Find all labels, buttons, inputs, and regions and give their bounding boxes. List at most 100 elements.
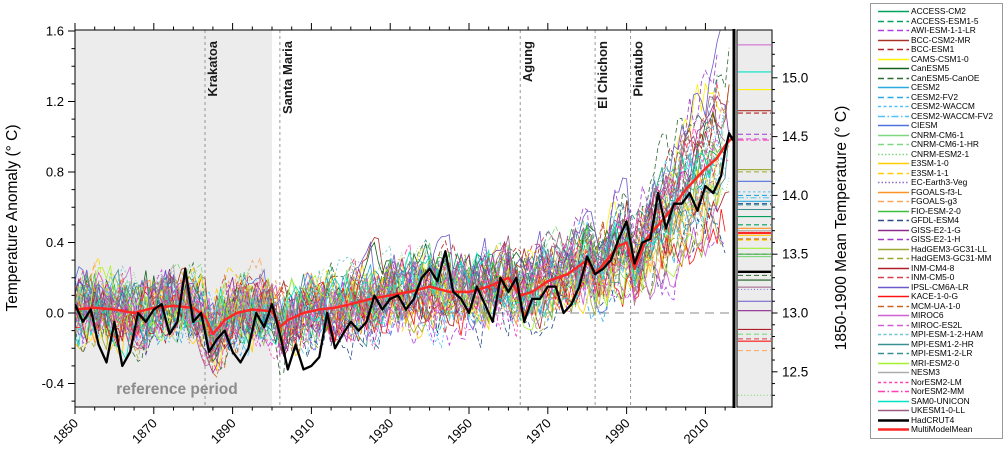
legend-item: CNRM-ESM2-1 <box>877 148 1002 160</box>
volcano-lines <box>204 30 632 407</box>
legend-item-label: FGOALS-f3-L <box>911 186 963 197</box>
legend-line-sample <box>878 67 909 70</box>
svg-text:1870: 1870 <box>129 416 160 447</box>
legend-item-label: ACCESS-ESM1-5 <box>911 15 979 26</box>
legend-line-sample <box>878 305 909 308</box>
svg-text:1850: 1850 <box>50 416 81 447</box>
legend-line-sample <box>878 229 909 232</box>
legend-line-sample <box>878 248 909 251</box>
model-line-SAM0-UNICON <box>75 148 722 361</box>
legend-item: CNRM-CM6-1 <box>877 130 1002 141</box>
legend-line-sample <box>878 314 909 317</box>
legend-item-label: SAM0-UNICON <box>911 395 970 406</box>
svg-text:Pinatubo: Pinatubo <box>631 41 646 97</box>
legend-line-sample <box>878 96 909 99</box>
legend-line-sample <box>878 390 909 393</box>
model-line-ACCESS-ESM1-5 <box>75 159 722 348</box>
legend-line-sample <box>878 153 909 156</box>
legend-line-sample <box>878 409 909 412</box>
legend-line-sample <box>878 219 909 222</box>
legend-item: ACCESS-ESM1-5 <box>877 15 1002 27</box>
legend-line-sample <box>878 210 909 213</box>
axes <box>74 29 736 408</box>
legend-item: CESM2 <box>877 83 1002 93</box>
legend-item: E3SM-1-0 <box>877 159 1002 169</box>
legend-item-label: HadCRUT4 <box>911 414 955 425</box>
svg-text:0.8: 0.8 <box>46 165 64 180</box>
svg-text:13.0: 13.0 <box>782 306 808 321</box>
svg-text:0.0: 0.0 <box>46 306 64 321</box>
legend-item: FGOALS-g3 <box>877 197 1002 207</box>
legend-line-sample <box>878 333 909 336</box>
legend-item-label: CNRM-ESM2-1 <box>911 148 970 159</box>
legend-line-sample <box>878 324 909 327</box>
legend-item-label: GISS-E2-1-G <box>911 224 961 235</box>
legend-line-sample <box>878 143 909 146</box>
legend-line-sample <box>878 10 909 13</box>
legend-item: IPSL-CM6A-LR <box>877 281 1002 293</box>
legend-line-sample <box>878 86 909 89</box>
svg-text:12.5: 12.5 <box>782 364 808 379</box>
legend-item: NorESM2-LM <box>877 376 1002 388</box>
legend-item: BCC-ESM1 <box>877 45 1002 55</box>
reference-period-shading <box>75 30 273 407</box>
legend-item-label: MultiModelMean <box>911 424 973 435</box>
svg-text:Krakatoa: Krakatoa <box>205 40 220 96</box>
legend-item-label: AWI-ESM-1-1-LR <box>911 25 976 36</box>
svg-text:1950: 1950 <box>444 416 475 447</box>
legend-item-label: CanESM5-CanOE <box>911 72 980 83</box>
legend-line-sample <box>878 191 909 194</box>
side-panel-mean-lines <box>738 44 771 396</box>
svg-text:1.6: 1.6 <box>46 24 64 39</box>
legend-item-label: MPI-ESM1-2-HR <box>911 338 974 349</box>
legend-line-sample <box>878 58 909 61</box>
legend-item-label: CIESM <box>911 120 938 131</box>
legend-item-label: GFDL-ESM4 <box>911 215 959 226</box>
legend-item-label: UKESM1-0-LL <box>911 405 965 416</box>
legend: ACCESS-CM2 ACCESS-ESM1-5 AWI-ESM-1-1-LR BCC… <box>870 3 1003 439</box>
legend-line-sample <box>878 172 909 175</box>
legend-item: MultiModelMean <box>877 425 1002 435</box>
legend-item-label: CESM2 <box>911 82 940 93</box>
legend-line-sample <box>878 419 909 422</box>
model-line-NESM3 <box>75 154 726 354</box>
legend-item: FGOALS-f3-L <box>877 186 1002 198</box>
legend-item-label: BCC-ESM1 <box>911 44 955 55</box>
legend-line-sample <box>878 238 909 241</box>
legend-item: NorESM2-MM <box>877 387 1002 397</box>
legend-item: EC-Earth3-Veg <box>877 178 1002 188</box>
svg-text:1990: 1990 <box>602 416 633 447</box>
legend-line-sample <box>878 77 909 80</box>
legend-line-sample <box>878 162 909 165</box>
legend-item-label: MIROC6 <box>911 310 944 321</box>
legend-item-label: MPI-ESM-1-2-HAM <box>911 329 984 340</box>
legend-line-sample <box>878 124 909 127</box>
legend-item: CIESM <box>877 121 1002 131</box>
legend-item-label: EC-Earth3-Veg <box>911 177 968 188</box>
legend-item: ACCESS-CM2 <box>877 7 1002 17</box>
legend-item-label: INM-CM5-0 <box>911 272 955 283</box>
legend-item-label: IPSL-CM6A-LR <box>911 281 969 292</box>
legend-item-label: CESM2-WACCM <box>911 101 975 112</box>
legend-item: BCC-CSM2-MR <box>877 35 1002 46</box>
reference-period-label: reference period <box>116 381 237 398</box>
legend-item: MPI-ESM1-2-LR <box>877 349 1002 359</box>
legend-line-sample <box>878 181 909 184</box>
legend-item: GISS-E2-1-G <box>877 224 1002 236</box>
legend-item: HadCRUT4 <box>877 414 1002 426</box>
legend-item-label: MIROC-ES2L <box>911 319 963 330</box>
legend-item: GFDL-ESM4 <box>877 216 1002 226</box>
svg-text:14.0: 14.0 <box>782 188 808 203</box>
legend-item: MIROC-ES2L <box>877 319 1002 331</box>
svg-text:1910: 1910 <box>286 416 317 447</box>
legend-item-label: ACCESS-CM2 <box>911 6 966 17</box>
legend-line-sample <box>878 20 909 23</box>
legend-line-sample <box>878 371 909 374</box>
legend-item: UKESM1-0-LL <box>877 406 1002 416</box>
legend-item-label: NorESM2-LM <box>911 376 962 387</box>
legend-item-label: MCM-UA-1-0 <box>911 300 961 311</box>
legend-item: HadGEM3-GC31-LL <box>877 244 1002 255</box>
svg-text:1.2: 1.2 <box>46 94 64 109</box>
tick-marks <box>68 23 778 414</box>
